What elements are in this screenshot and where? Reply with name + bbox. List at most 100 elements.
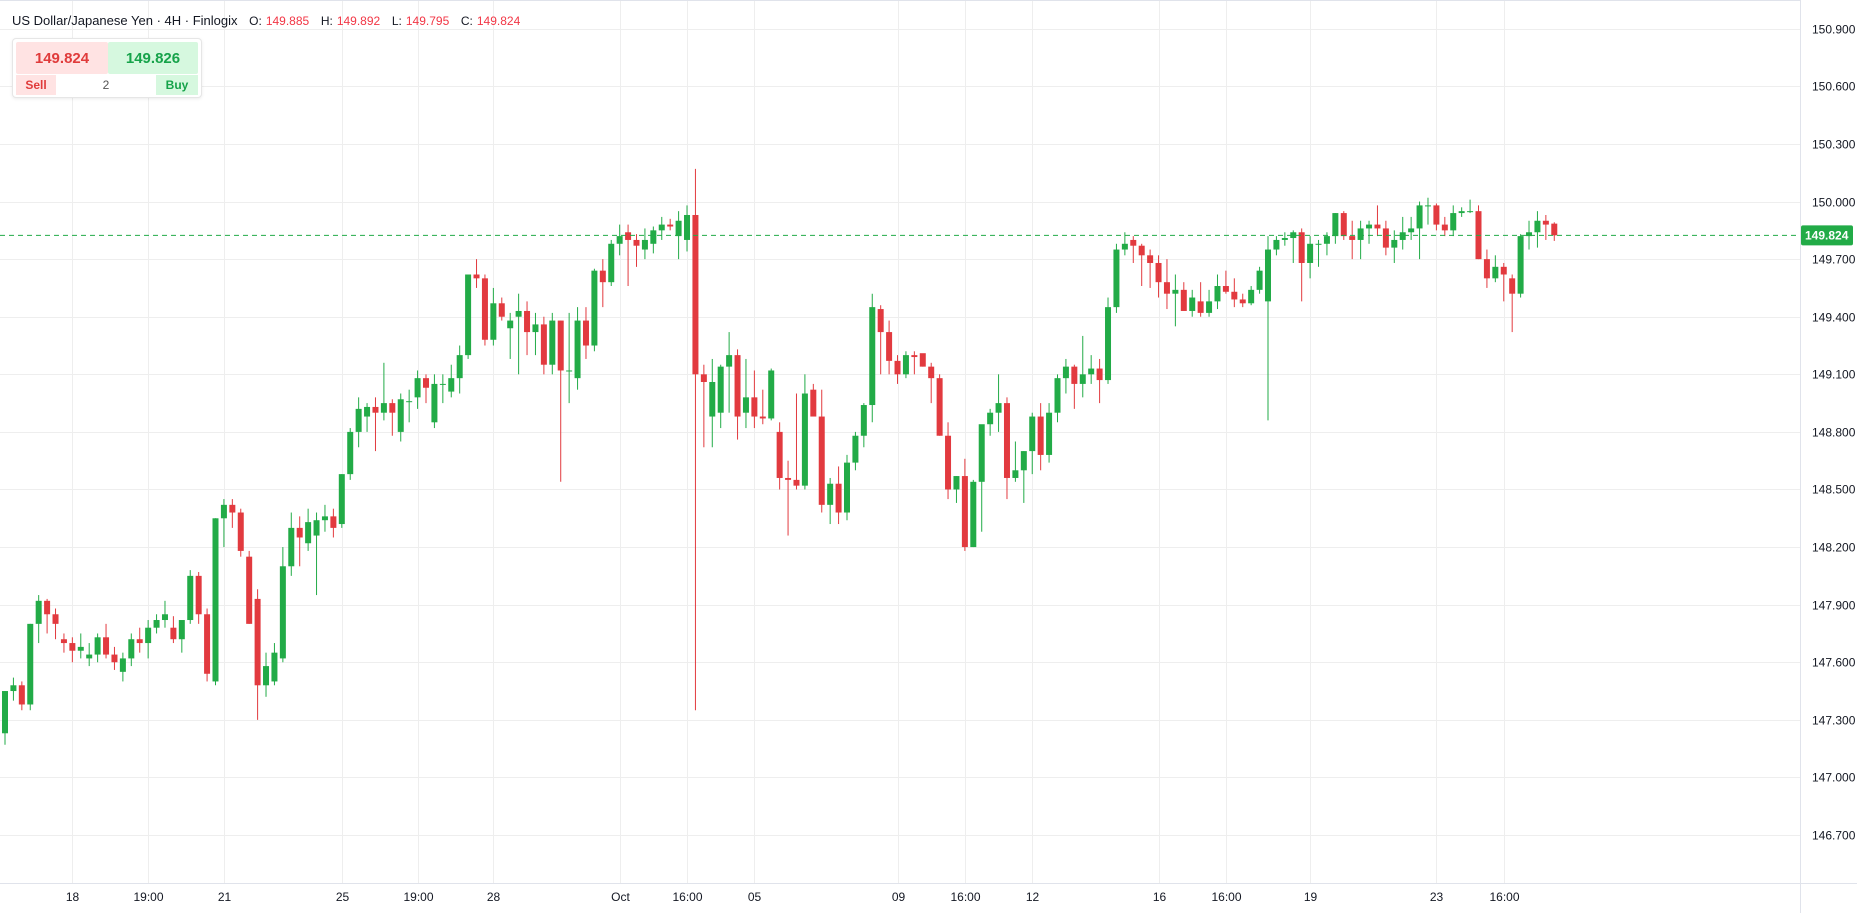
candle-body: [1206, 301, 1213, 313]
price-tick-label: 149.700: [1812, 253, 1856, 267]
candle-body: [1214, 286, 1221, 302]
candle: [1307, 236, 1314, 279]
candle-body: [195, 575, 202, 615]
candle: [1483, 249, 1490, 288]
candle-body: [1450, 213, 1457, 231]
candle-body: [1130, 239, 1137, 246]
candle: [1374, 205, 1381, 237]
candle-body: [364, 406, 371, 417]
candle: [1416, 201, 1423, 260]
candle: [684, 205, 691, 252]
candle-body: [1222, 286, 1229, 292]
candle: [397, 393, 404, 442]
candle-body: [793, 479, 800, 486]
candle: [355, 397, 362, 448]
candle-body: [1079, 374, 1086, 384]
candle-body: [1332, 213, 1339, 237]
candle: [271, 643, 278, 686]
chart-grid: [0, 0, 1800, 883]
candle-body: [1096, 368, 1103, 381]
price-axis[interactable]: 150.900 150.600 150.300 150.000 149.700 149.4…: [1812, 23, 1856, 843]
candle-body: [582, 320, 589, 346]
candle: [161, 600, 168, 628]
quantity-input[interactable]: 2: [102, 78, 110, 92]
time-tick-label: 18: [66, 890, 80, 904]
time-tick-label: 05: [748, 890, 762, 904]
candle: [776, 422, 783, 490]
candle: [1197, 282, 1204, 317]
candle-body: [1340, 213, 1347, 237]
candle: [1349, 220, 1356, 260]
price-tick-label: 146.700: [1812, 829, 1856, 843]
symbol-name[interactable]: US Dollar/Japanese Yen: [12, 13, 153, 28]
candle: [844, 454, 850, 521]
candle-body: [1542, 220, 1549, 225]
sell-price-button[interactable]: 149.824: [16, 42, 108, 74]
candle: [987, 408, 994, 436]
candle-body: [801, 393, 808, 486]
candle: [1121, 232, 1128, 256]
candle-body: [448, 378, 455, 392]
candle-body: [1416, 205, 1423, 229]
time-tick-label: 25: [336, 890, 350, 904]
time-axis[interactable]: 18 19:00 21 25 19:00 28 Oct 16:00 05 09 16:00 12 16 1…: [66, 890, 1520, 904]
candle-body: [481, 278, 488, 340]
candle-body: [667, 224, 674, 227]
candle: [1189, 289, 1196, 317]
candle: [456, 345, 463, 394]
price-tick-label: 147.000: [1812, 771, 1856, 785]
candle-body: [961, 476, 968, 548]
candle: [1231, 278, 1238, 308]
candle-body: [254, 598, 261, 686]
candle: [229, 499, 236, 528]
buy-price-button[interactable]: 149.826: [108, 42, 198, 74]
candles-series: [2, 168, 1558, 745]
candle: [153, 614, 160, 634]
time-tick-label: Oct: [611, 890, 630, 904]
candle: [978, 424, 985, 532]
candle: [448, 364, 455, 398]
candle: [1382, 220, 1389, 256]
candle: [582, 307, 589, 359]
candle-body: [490, 303, 497, 340]
candle: [515, 293, 522, 375]
candle: [591, 268, 598, 352]
candle: [1509, 274, 1516, 333]
buy-button[interactable]: Buy: [156, 75, 198, 95]
time-tick-label: 16: [1153, 890, 1167, 904]
candle-body: [1357, 228, 1364, 240]
candle-body: [1483, 259, 1490, 279]
timeframe-label[interactable]: 4H: [164, 13, 182, 28]
candle: [717, 364, 724, 429]
candle-body: [103, 637, 110, 655]
candle-body: [1029, 416, 1036, 452]
price-tick-label: 150.000: [1812, 196, 1856, 210]
candle: [187, 570, 194, 624]
candle-body: [1121, 243, 1128, 250]
time-tick-label: 19: [1304, 890, 1318, 904]
candle-body: [187, 575, 194, 621]
candle: [119, 652, 126, 682]
time-tick-label: 21: [218, 890, 232, 904]
candle-body: [776, 431, 783, 478]
candle-body: [641, 239, 648, 250]
candle: [616, 224, 623, 256]
candle-body: [1424, 205, 1431, 207]
candle-body: [94, 637, 101, 655]
candle-body: [1273, 239, 1280, 250]
candle-body: [35, 600, 42, 624]
candle-body: [456, 355, 463, 379]
candle: [170, 616, 177, 644]
candle: [465, 274, 472, 359]
candle: [1265, 236, 1271, 421]
candle: [1366, 220, 1373, 244]
candle-body: [321, 516, 328, 521]
candle: [1408, 216, 1415, 240]
candle-body: [1323, 236, 1330, 244]
candle-body: [313, 520, 320, 536]
candle: [953, 476, 960, 503]
candle: [10, 677, 17, 701]
sell-button[interactable]: Sell: [16, 75, 56, 95]
last-price-badge: 149.824: [1801, 225, 1853, 246]
